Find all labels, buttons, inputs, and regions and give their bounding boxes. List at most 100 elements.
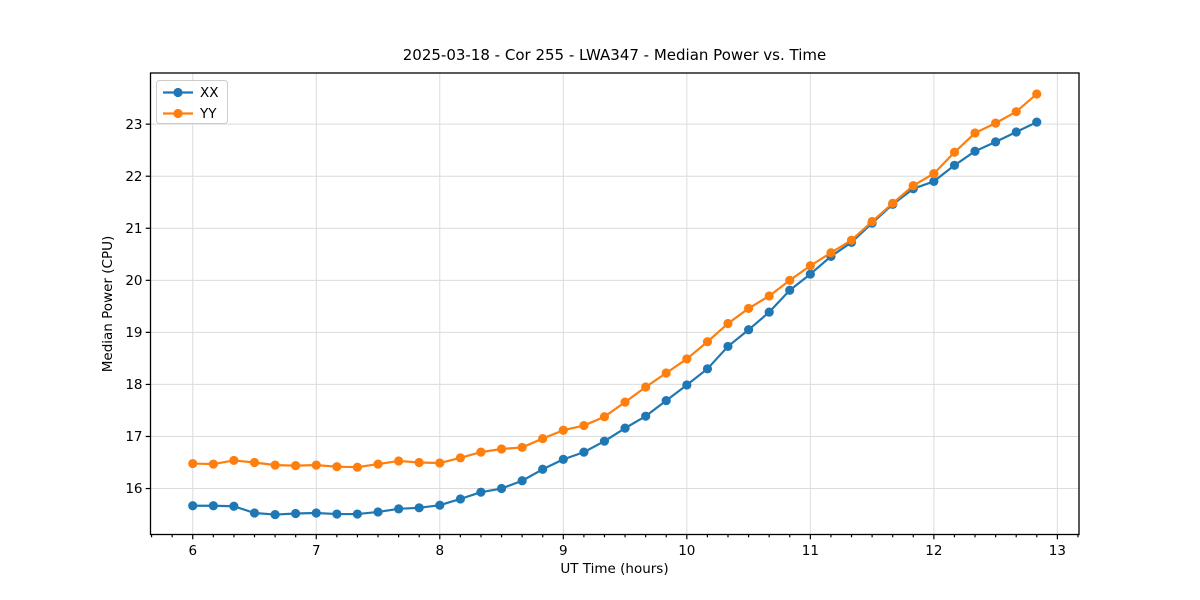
series-YY-point <box>641 382 651 392</box>
x-tick-label: 7 <box>312 543 321 559</box>
series-XX-point <box>599 436 610 446</box>
series-YY-point <box>867 216 877 227</box>
series-XX-point <box>743 325 754 335</box>
series-YY-point <box>332 462 342 472</box>
plot-frame <box>149 72 1080 536</box>
series-XX-point <box>682 380 692 390</box>
legend-marker <box>173 87 183 98</box>
series-XX-point <box>394 504 404 514</box>
series-YY-point <box>682 354 692 364</box>
series-YY-point <box>270 460 280 470</box>
series-YY-point <box>805 261 815 271</box>
series-XX-point <box>208 501 218 511</box>
x-tick-label: 9 <box>559 543 568 559</box>
series-XX-point <box>702 364 713 374</box>
series-YY-point <box>517 442 527 453</box>
series-YY-point <box>991 118 1001 128</box>
series-XX-point <box>620 423 630 433</box>
series-YY-point <box>352 462 362 472</box>
series-YY-point <box>661 368 671 378</box>
legend-label: YY <box>199 106 217 122</box>
legend: XX YY <box>156 80 228 124</box>
series-YY-point <box>908 180 918 191</box>
legend-item-YY: YY <box>163 106 217 122</box>
series-XX-point <box>332 509 342 519</box>
series-XX-point <box>496 483 507 494</box>
series-XX-point <box>455 494 466 504</box>
axis-ticks <box>145 123 1079 540</box>
series-YY-point <box>785 275 795 285</box>
series-XX-point <box>949 160 960 170</box>
tick-labels: 6 7 8 9 10 11 12 13 16 17 18 19 20 21 22 23 <box>125 117 1066 559</box>
series-YY-point <box>579 420 589 431</box>
series-XX-point <box>1032 117 1042 127</box>
series-YY-point <box>743 303 754 314</box>
series-XX-point <box>538 464 548 474</box>
series-YY-point <box>291 461 301 471</box>
y-tick-label: 23 <box>125 117 142 133</box>
series-XX-line <box>191 120 1038 516</box>
series-YY-point <box>764 291 774 301</box>
series-XX-point <box>1011 127 1021 137</box>
series-YY-point <box>394 456 404 466</box>
series-XX-point <box>188 501 198 511</box>
series-YY-point <box>558 425 568 435</box>
y-tick-label: 22 <box>125 169 142 185</box>
series-XX-point <box>249 508 260 518</box>
series-YY-point <box>888 198 898 208</box>
legend-marker <box>173 108 183 119</box>
series-XX-point <box>291 508 301 519</box>
series-XX-point <box>435 500 445 510</box>
y-axis-label: Median Power (CPU) <box>100 235 116 373</box>
series-YY-point <box>538 433 548 444</box>
series-YY-point <box>435 458 445 468</box>
series-YY-point <box>826 248 836 258</box>
x-tick-label: 13 <box>1049 543 1066 559</box>
series-YY-point <box>229 455 239 466</box>
legend-label: XX <box>200 85 219 101</box>
series-XX-point <box>373 507 383 517</box>
series-XX-point <box>476 487 486 497</box>
series-XX-point <box>229 501 239 511</box>
series-YY-point <box>455 453 466 463</box>
x-tick-label: 6 <box>188 543 197 559</box>
y-tick-label: 21 <box>125 221 142 237</box>
series-YY-point <box>949 147 960 157</box>
series-YY <box>188 89 1042 472</box>
series-YY-point <box>496 444 507 454</box>
series-YY-point <box>970 128 980 138</box>
series-XX-point <box>641 411 651 421</box>
legend-item-XX: XX <box>163 85 219 101</box>
series-XX-point <box>723 341 733 352</box>
series-YY-point <box>599 412 610 422</box>
series-YY-point <box>188 458 198 469</box>
grid-lines <box>150 73 1079 535</box>
series-XX-point <box>764 307 774 317</box>
series-YY-point <box>311 460 321 470</box>
series-YY-point <box>373 459 383 469</box>
y-tick-label: 20 <box>125 273 142 289</box>
series-XX-point <box>352 509 362 519</box>
y-tick-label: 19 <box>125 325 142 341</box>
series-XX-point <box>270 509 280 520</box>
series-XX-point <box>929 176 939 187</box>
series-XX-point <box>311 508 321 518</box>
x-tick-label: 10 <box>678 543 695 559</box>
series-YY-point <box>476 447 486 457</box>
series-XX-point <box>970 146 980 156</box>
y-tick-label: 16 <box>125 481 142 497</box>
series-XX-point <box>661 395 671 406</box>
series-YY-point <box>846 235 857 245</box>
y-tick-label: 17 <box>125 429 142 445</box>
y-tick-label: 18 <box>125 377 142 393</box>
x-tick-label: 8 <box>435 543 444 559</box>
series-YY-point <box>929 169 939 179</box>
chart-title: 2025-03-18 - Cor 255 - LWA347 - Median P… <box>402 46 827 64</box>
x-tick-label: 11 <box>802 543 819 559</box>
series-XX-point <box>991 137 1001 147</box>
series-YY-point <box>723 318 733 329</box>
series-YY-point <box>620 397 630 407</box>
series-YY-point <box>702 337 713 347</box>
series-YY-point <box>1011 107 1021 117</box>
